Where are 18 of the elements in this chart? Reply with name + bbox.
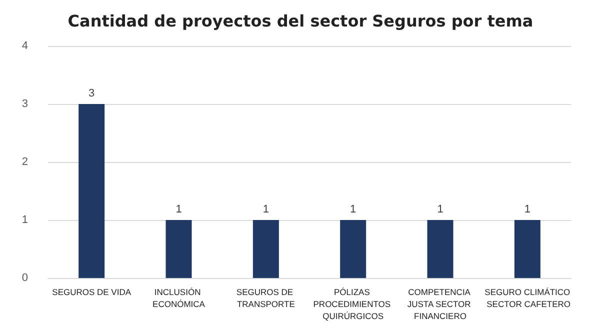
x-tick-label: SEGURO CLIMÁTICO SECTOR CAFETERO xyxy=(484,287,571,309)
y-tick-label: 1 xyxy=(22,214,28,226)
y-tick-label: 2 xyxy=(22,156,28,168)
data-label: 1 xyxy=(437,204,444,216)
x-tick-label: SEGUROS DE VIDA xyxy=(52,287,132,297)
data-label: 1 xyxy=(176,204,182,216)
y-tick-label: 3 xyxy=(22,98,28,110)
x-tick-label: PÓLIZAS PROCEDIMIENTOS QUIRÚRGICOS xyxy=(313,287,393,321)
x-tick-label: INCLUSIÓN ECONÓMICA xyxy=(152,287,206,309)
chart-title: Cantidad de proyectos del sector Seguros por tema xyxy=(68,12,534,30)
data-label: 1 xyxy=(350,204,356,216)
data-label: 1 xyxy=(524,204,530,216)
y-tick-label: 4 xyxy=(22,40,28,52)
x-tick-label: SEGUROS DE TRANSPORTE xyxy=(236,287,296,309)
data-label: 1 xyxy=(262,204,269,216)
y-tick-label: 0 xyxy=(22,272,28,284)
data-label: 3 xyxy=(88,88,95,100)
x-tick-label: COMPETENCIA JUSTA SECTOR FINANCIERO xyxy=(407,287,474,321)
